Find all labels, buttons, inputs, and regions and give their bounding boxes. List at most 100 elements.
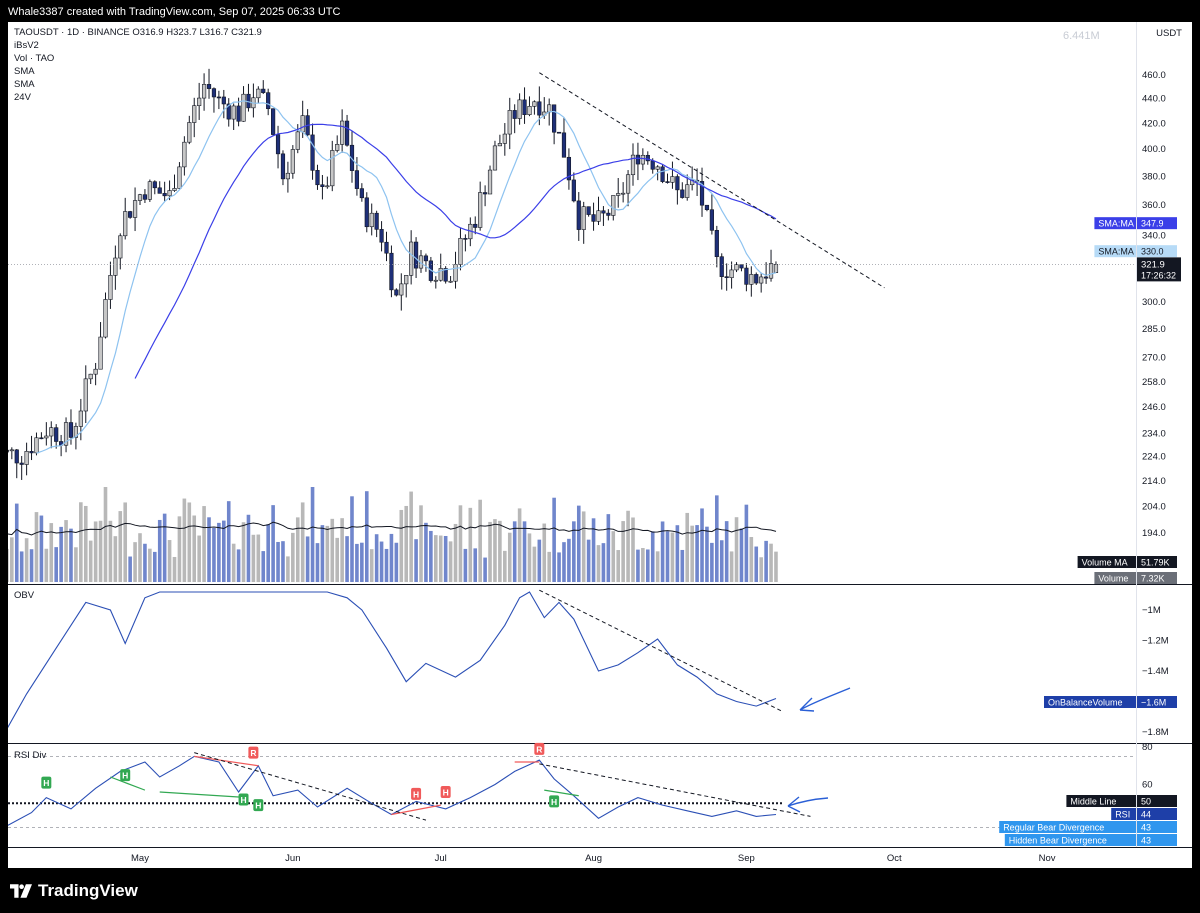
volume-bar <box>143 543 147 582</box>
time-axis-tick[interactable]: Sep <box>738 853 755 864</box>
series-name: Volume MA <box>1082 557 1128 567</box>
series-value: 7.32K <box>1141 573 1165 583</box>
axis-series-tag[interactable]: Middle Line 50 <box>1066 795 1177 807</box>
volume-bar <box>177 516 182 582</box>
time-axis-tick[interactable]: Oct <box>887 853 902 864</box>
axis-series-tag[interactable]: Hidden Bear Divergence 43 <box>1004 834 1177 846</box>
series-name: SMA:MA <box>1098 218 1134 228</box>
volume-bar <box>542 523 547 582</box>
candle-body <box>596 210 601 222</box>
axis-series-tag[interactable]: Regular Bear Divergence 43 <box>999 821 1177 833</box>
hidden-divergence-marker[interactable]: H <box>411 787 422 800</box>
axis-series-tag[interactable]: SMA:MA 347.9 <box>1094 217 1177 230</box>
hand-drawn-arrow-icon <box>787 796 829 813</box>
hidden-divergence-marker[interactable]: H <box>238 793 249 806</box>
candle-body <box>364 197 369 228</box>
volume-bar <box>734 517 739 582</box>
marker-letter: H <box>255 801 261 811</box>
time-axis-tick[interactable]: May <box>131 853 149 864</box>
candle-body <box>606 212 611 216</box>
bear-divergence-marker[interactable]: R <box>534 742 545 755</box>
series-name-box <box>1004 834 1136 846</box>
rsi-pane-title[interactable]: RSI Div <box>14 750 47 761</box>
candle-body <box>54 427 59 442</box>
axis-series-tag[interactable]: RSI 44 <box>1111 808 1177 820</box>
obv-trendline[interactable] <box>539 589 782 712</box>
volume-bar <box>74 547 78 582</box>
axis-series-tag[interactable]: Volume 7.32K <box>1094 572 1177 584</box>
symbol-ohlc[interactable]: TAOUSDT · 1D · BINANCE O316.9 H323.7 L31… <box>14 27 262 38</box>
volume-bar <box>374 534 379 582</box>
volume-bar <box>44 548 49 582</box>
last-price-tag[interactable]: 321.917:26:32 <box>1137 257 1181 282</box>
volume-bar <box>434 535 438 582</box>
candle-body <box>739 264 744 269</box>
candle-body <box>507 110 512 135</box>
indicator-24v[interactable]: 24V <box>14 92 31 103</box>
volume-bar <box>88 540 93 582</box>
candle-body <box>9 449 14 452</box>
hidden-divergence-marker[interactable]: H <box>120 769 131 782</box>
axis-series-tag[interactable]: OnBalanceVolume −1.6M <box>1044 696 1177 708</box>
series-value: 44 <box>1141 809 1151 819</box>
candle-body <box>409 241 414 276</box>
candle-body <box>162 193 167 197</box>
indicator-volume[interactable]: Vol · TAO <box>14 53 55 64</box>
candle-body <box>463 238 468 240</box>
time-axis-tick[interactable]: Jul <box>435 853 447 864</box>
bear-divergence-line <box>194 755 259 767</box>
volume-bar <box>172 556 177 582</box>
volume-bar <box>241 522 246 582</box>
volume-bar <box>424 522 428 582</box>
candle-body <box>719 256 724 277</box>
volume-bar <box>256 534 261 582</box>
volume-bar <box>108 520 113 582</box>
volume-bar <box>271 505 275 582</box>
volume-bar <box>79 502 83 582</box>
axis-series-tag[interactable]: SMA:MA 330.0 <box>1094 245 1177 258</box>
obv-pane-title[interactable]: OBV <box>14 590 35 601</box>
candle-body <box>680 189 685 198</box>
indicator-sma-1[interactable]: SMA <box>14 66 35 77</box>
rsi-trendline[interactable] <box>194 752 427 821</box>
indicator-ibsv2[interactable]: iBsV2 <box>14 40 39 51</box>
candle-body <box>724 276 729 279</box>
hidden-divergence-marker[interactable]: H <box>440 786 451 798</box>
price-pane[interactable] <box>8 22 1192 584</box>
marker-letter: R <box>250 748 256 758</box>
bear-divergence-marker[interactable]: R <box>248 746 259 759</box>
candle-body <box>320 184 325 187</box>
price-trendline[interactable] <box>539 72 885 289</box>
volume-bar <box>276 541 280 582</box>
candle-body <box>83 378 88 412</box>
candle-body <box>98 336 103 370</box>
candle-body <box>404 275 409 285</box>
hidden-divergence-marker[interactable]: H <box>549 795 560 808</box>
volume-bar <box>576 505 581 582</box>
indicator-sma-2[interactable]: SMA <box>14 79 35 90</box>
price-axis-tick: 224.0 <box>1142 452 1166 463</box>
candle-body <box>497 143 502 147</box>
volume-bar <box>601 543 606 582</box>
time-axis-tick[interactable]: Aug <box>585 853 602 864</box>
time-axis-tick[interactable]: Jun <box>285 853 300 864</box>
volume-bar <box>572 521 576 582</box>
volume-bar <box>636 549 640 582</box>
volume-bar <box>724 521 729 582</box>
hidden-divergence-marker[interactable]: H <box>41 776 52 789</box>
hidden-divergence-marker[interactable]: H <box>253 799 264 812</box>
price-axis-tick: 258.0 <box>1142 377 1166 388</box>
axis-series-tag[interactable]: Volume MA 51.79K <box>1077 556 1177 568</box>
volume-bar <box>749 537 754 582</box>
rsi-line <box>8 755 777 826</box>
currency-label[interactable]: USDT <box>1156 28 1182 39</box>
marker-badge <box>549 795 560 808</box>
volume-bar <box>49 523 54 582</box>
candle-body <box>369 212 374 228</box>
candle-body <box>640 154 645 165</box>
time-axis-tick[interactable]: Nov <box>1039 853 1056 864</box>
volume-bar <box>29 549 34 582</box>
candle-body <box>665 181 670 183</box>
